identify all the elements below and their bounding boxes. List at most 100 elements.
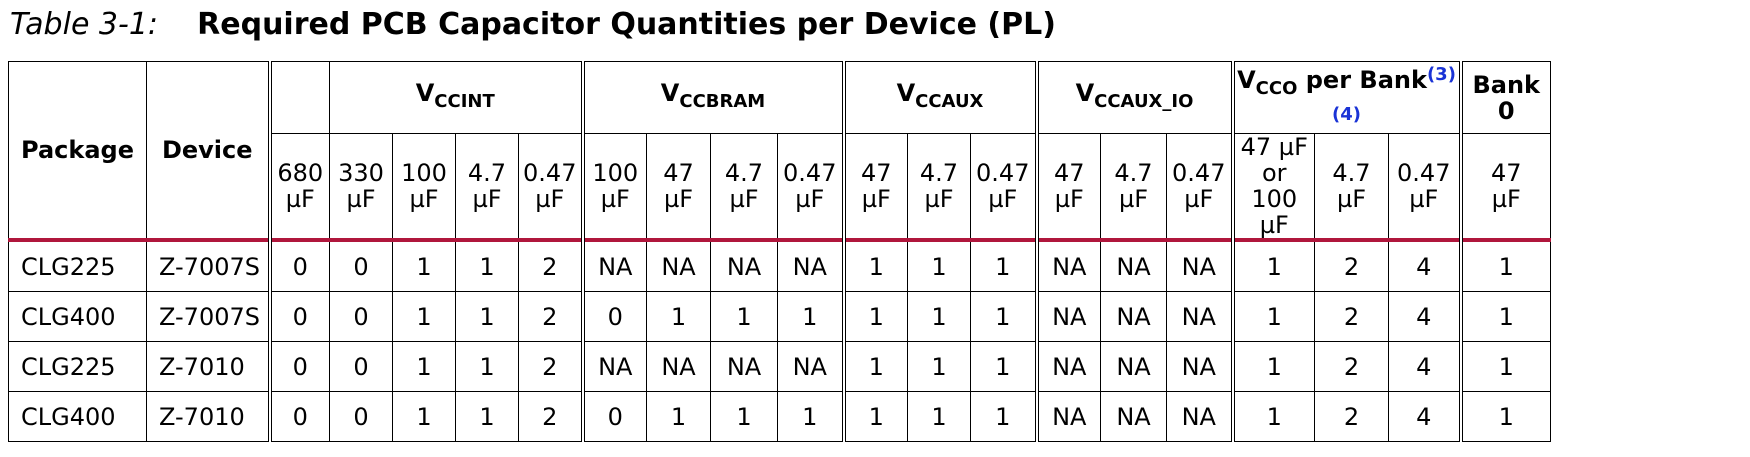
subheader-cell: 0.47 µF xyxy=(1388,133,1461,241)
vccbram-main: V xyxy=(660,79,680,107)
table-cell: NA xyxy=(1166,341,1233,392)
subheader-cell: 4.7 µF xyxy=(455,133,519,241)
group-header-row: Package Device VCCINT VCCBRAM VCCAUX VCC… xyxy=(8,61,1551,241)
device-cell: Z-7010 xyxy=(146,341,270,392)
table-cell: 1 xyxy=(1458,238,1551,292)
subheader-cell: 0.47 µF xyxy=(777,133,844,241)
caption-label: Table 3-1: xyxy=(10,7,159,42)
table-cell: 1 xyxy=(455,238,519,292)
subheader-cell-line: 680 xyxy=(277,159,324,187)
subheader-cell-line: µF xyxy=(1054,185,1084,213)
vccint-680-spacer xyxy=(267,61,330,134)
package-cell: CLG225 xyxy=(8,238,147,292)
table-cell: 1 xyxy=(907,238,971,292)
table-cell: 0 xyxy=(580,291,647,342)
table-cell: 2 xyxy=(1314,291,1389,342)
subheader-cell: 4.7 µF xyxy=(710,133,778,241)
subheader-cell: 0.47 µF xyxy=(1166,133,1233,241)
table-cell: 0 xyxy=(267,291,330,342)
table-cell: NA xyxy=(646,238,711,292)
subheader-cell-line: 4.7 xyxy=(919,159,959,187)
vcco-rest: per Bank xyxy=(1297,66,1427,94)
table-cell: 0 xyxy=(267,238,330,292)
subheader-cell: 47 µF xyxy=(646,133,711,241)
subheader-cell-line: 47 xyxy=(860,159,892,187)
table-body: CLG225 Z-7007S 0 0 1 1 2 NA NA NA NA 1 1 1 NA NA NA 1 2 4 1 C… xyxy=(8,238,1551,442)
table-cell: 1 xyxy=(1458,291,1551,342)
device-cell: Z-7007S xyxy=(146,291,270,342)
table-cell: 1 xyxy=(841,291,908,342)
device-cell: Z-7010 xyxy=(146,391,270,442)
table-cell: 1 xyxy=(907,341,971,392)
table-cell: 1 xyxy=(1230,391,1315,442)
table-cell: NA xyxy=(580,238,647,292)
table-cell: 0 xyxy=(329,341,393,392)
table-cell: 1 xyxy=(970,238,1037,292)
table-cell: 1 xyxy=(907,291,971,342)
subheader-cell-line: 0.47 xyxy=(1172,159,1226,187)
table-cell: NA xyxy=(710,341,778,392)
table-cell: NA xyxy=(1166,391,1233,442)
table-cell: 1 xyxy=(777,291,844,342)
table-cell: 1 xyxy=(970,341,1037,392)
table-cell: 1 xyxy=(455,341,519,392)
subheader-cell-line: 0.47 xyxy=(976,159,1030,187)
table-cell: NA xyxy=(646,341,711,392)
subheader-cell-line: 0.47 xyxy=(523,159,577,187)
table-cell: 0 xyxy=(267,391,330,442)
subheader-cell-line: µF xyxy=(861,185,891,213)
table-cell: 1 xyxy=(1458,341,1551,392)
table-row: CLG400 Z-7010 0 0 1 1 2 0 1 1 1 1 1 1 NA NA NA 1 2 4 1 xyxy=(8,391,1551,442)
subheader-cell: 4.7 µF xyxy=(907,133,971,241)
table-cell: 1 xyxy=(646,291,711,342)
subheader-cell-line: µF xyxy=(1491,185,1521,213)
table-cell: 1 xyxy=(455,291,519,342)
table-cell: NA xyxy=(1034,291,1101,342)
subheader-cell-line: 4.7 xyxy=(1332,159,1371,187)
subheader-cell: 330 µF xyxy=(329,133,393,241)
subheader-cell-line: 4.7 xyxy=(724,159,764,187)
subheader-cell: 100 µF xyxy=(580,133,647,241)
table-cell: 0 xyxy=(329,238,393,292)
table-cell: 1 xyxy=(841,391,908,442)
subheader-cell-line: µF xyxy=(729,185,759,213)
subheader-row: 680 µF 330 µF 100 µF 4.7 µF 0.47 µF 100 µF 47 µF 4.7 µF… xyxy=(9,133,1551,241)
table-cell: NA xyxy=(1100,391,1167,442)
subheader-cell-line: 47 µF xyxy=(1240,133,1308,161)
table-cell: 1 xyxy=(970,291,1037,342)
table-cell: NA xyxy=(1034,238,1101,292)
table-cell: NA xyxy=(1034,391,1101,442)
table-cell: NA xyxy=(1034,341,1101,392)
table-cell: 1 xyxy=(777,391,844,442)
table-cell: 0 xyxy=(329,291,393,342)
device-header: Device xyxy=(146,61,270,241)
table-cell: 1 xyxy=(646,391,711,442)
subheader-cell: 47 µF or 100 µF xyxy=(1230,133,1315,241)
table-cell: 1 xyxy=(907,391,971,442)
vcco-sub: CCO xyxy=(1255,78,1298,99)
table-cell: 2 xyxy=(1314,341,1389,392)
table-cell: 0 xyxy=(267,341,330,392)
subheader-cell-line: µF xyxy=(1118,185,1149,213)
table-cell: 1 xyxy=(841,238,908,292)
vccint-group-header: VCCINT xyxy=(329,61,583,134)
table-cell: 2 xyxy=(518,238,583,292)
table-cell: NA xyxy=(1100,238,1167,292)
table-cell: 1 xyxy=(1458,391,1551,442)
bank0-group-header: Bank 0 xyxy=(1458,61,1551,134)
vccaux-main: V xyxy=(896,79,916,107)
vccbram-sub: CCBRAM xyxy=(679,91,766,112)
capacitor-table-wrapper: Package Device VCCINT VCCBRAM VCCAUX VCC… xyxy=(8,61,1551,442)
subheader-cell-line: µF xyxy=(924,185,954,213)
table-cell: 4 xyxy=(1388,291,1461,342)
subheader-cell-line: 100 xyxy=(592,159,639,187)
table-cell: 0 xyxy=(580,391,647,442)
table-cell: NA xyxy=(1166,238,1233,292)
table-cell: 1 xyxy=(392,238,456,292)
subheader-cell-line: 100 xyxy=(401,159,447,187)
table-cell: NA xyxy=(1166,291,1233,342)
vccint-sub: CCINT xyxy=(434,91,495,112)
table-cell: 4 xyxy=(1388,238,1461,292)
table-cell: 2 xyxy=(518,391,583,442)
vccaux-io-main: V xyxy=(1075,79,1095,107)
